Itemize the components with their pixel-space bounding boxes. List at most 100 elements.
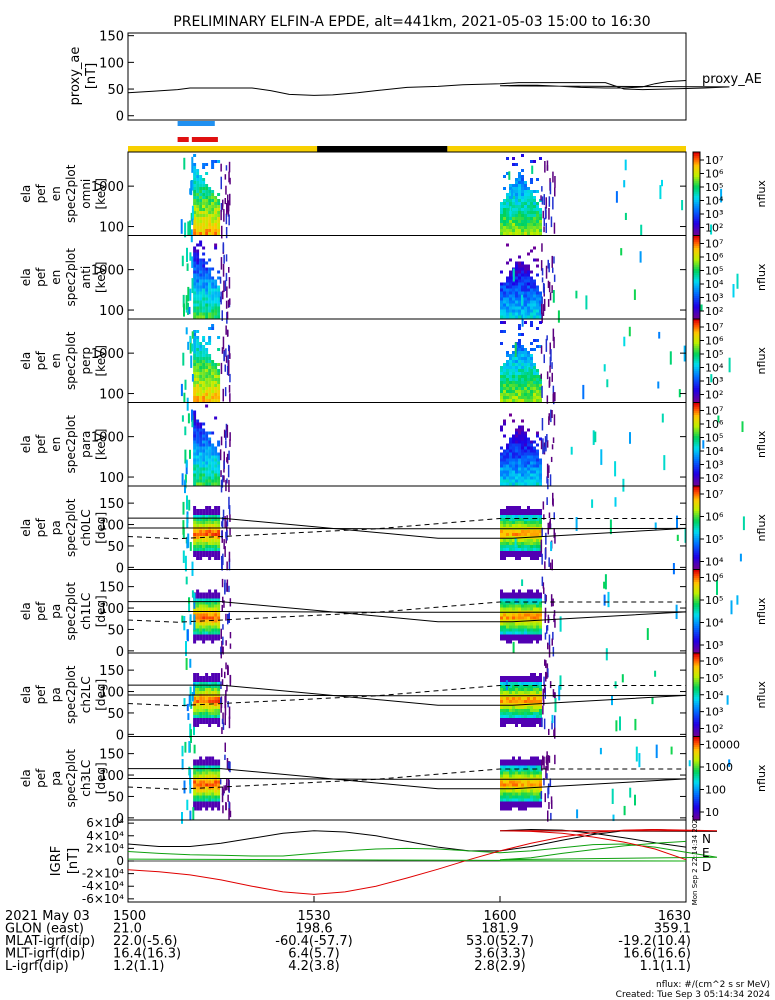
cell xyxy=(193,425,197,429)
cell-pre xyxy=(182,294,185,308)
colorbar-tick-label: 10⁶ xyxy=(705,418,724,431)
cell xyxy=(521,387,524,390)
cell xyxy=(521,396,524,399)
cell xyxy=(199,276,203,280)
cell xyxy=(193,232,197,235)
cell xyxy=(211,327,215,330)
cell xyxy=(530,229,533,232)
cell xyxy=(506,381,509,384)
cell xyxy=(202,217,206,220)
cell xyxy=(533,706,536,709)
loss-cone-line xyxy=(128,601,687,623)
footer-value: 16.4(16.3) xyxy=(113,947,181,962)
cell-pre xyxy=(188,499,191,511)
cell xyxy=(524,306,527,310)
cell xyxy=(509,461,512,465)
cell xyxy=(521,208,524,211)
cell xyxy=(521,357,524,360)
colorbar-spec_omni-segment xyxy=(693,177,700,180)
cell xyxy=(527,709,530,712)
cell xyxy=(512,452,515,456)
cell xyxy=(214,473,218,477)
cell xyxy=(521,679,524,682)
colorbar-pa_ch3-segment xyxy=(693,811,700,815)
cell xyxy=(512,482,515,486)
cell xyxy=(205,759,209,763)
footer-row-label: L-igrf(dip) xyxy=(5,959,69,974)
cell xyxy=(211,637,215,641)
cell xyxy=(196,199,200,202)
cell xyxy=(539,771,542,775)
cell xyxy=(199,372,203,375)
colorbar-spec_omni-segment xyxy=(693,158,700,161)
panel-ytick-label: 0 xyxy=(116,728,124,743)
cell-streak xyxy=(549,681,552,689)
cell xyxy=(536,470,539,474)
cell xyxy=(199,315,203,319)
igrf-ytick-label: 2×10⁴ xyxy=(86,841,124,855)
cell xyxy=(211,205,215,208)
cell xyxy=(199,676,203,679)
cell xyxy=(205,685,209,688)
cell xyxy=(217,294,221,298)
proxy-ae-frame xyxy=(127,32,687,121)
cell-streak xyxy=(225,325,227,335)
cell xyxy=(500,381,503,384)
cell xyxy=(205,396,209,399)
cell xyxy=(202,285,206,289)
cell xyxy=(524,276,527,280)
cell-streak xyxy=(224,754,226,761)
igrf-ytick-label: -6×10⁴ xyxy=(82,892,124,906)
cell xyxy=(202,428,206,432)
cell xyxy=(193,375,197,378)
cell xyxy=(214,539,218,542)
cell-pre xyxy=(742,516,745,531)
cell xyxy=(518,372,521,375)
cell xyxy=(533,613,536,617)
cell xyxy=(539,673,542,676)
cell xyxy=(533,473,536,477)
cell xyxy=(512,628,515,632)
cell-streak xyxy=(554,532,556,544)
cell xyxy=(193,249,197,253)
cell xyxy=(530,554,533,557)
cell xyxy=(503,399,506,402)
cell xyxy=(521,595,524,599)
cell xyxy=(506,712,509,715)
cell xyxy=(214,461,218,465)
cell xyxy=(509,515,512,518)
cell-pre xyxy=(604,574,607,590)
cell xyxy=(202,363,206,366)
cell-streak xyxy=(546,165,549,171)
cell xyxy=(512,378,515,381)
footer-row-label: GLON (east) xyxy=(5,922,84,937)
cell xyxy=(509,518,512,521)
cell xyxy=(196,792,200,796)
cell xyxy=(515,598,518,602)
cell xyxy=(536,273,539,277)
cell-pre xyxy=(716,580,718,595)
cell xyxy=(503,309,506,313)
cell xyxy=(536,798,539,802)
cell xyxy=(506,801,509,805)
cell xyxy=(506,354,509,357)
cell xyxy=(193,449,197,453)
cell xyxy=(512,509,515,512)
cell xyxy=(500,455,503,459)
cell xyxy=(518,676,521,679)
cell xyxy=(515,482,518,486)
cell xyxy=(199,366,203,369)
cell xyxy=(217,506,221,509)
cell xyxy=(530,598,533,602)
cell xyxy=(199,479,203,483)
cell xyxy=(503,473,506,477)
cell xyxy=(536,449,539,453)
colorbar-pa_ch2-segment xyxy=(693,673,700,677)
cell xyxy=(199,211,203,214)
cell xyxy=(202,548,206,551)
cell xyxy=(193,294,197,298)
loss-cone-line xyxy=(128,611,687,613)
cell xyxy=(208,607,212,611)
cell xyxy=(500,288,503,292)
cell xyxy=(193,798,197,802)
